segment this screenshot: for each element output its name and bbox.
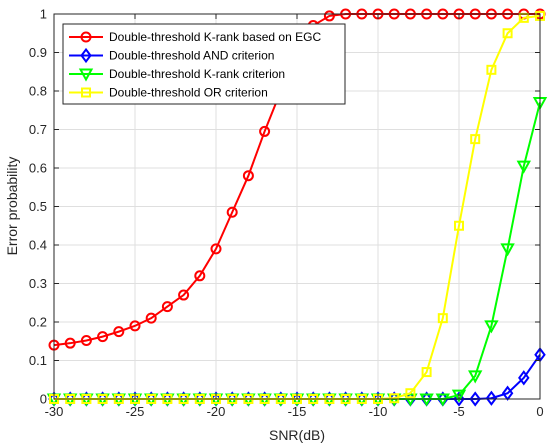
legend-box <box>62 23 346 105</box>
legend-marker <box>78 68 94 82</box>
data-point <box>259 125 271 137</box>
y-axis-label: Error probability <box>4 157 20 256</box>
y-tick-label: 0.1 <box>29 353 47 368</box>
y-tick-label: 0.5 <box>29 199 47 214</box>
data-point <box>437 313 448 324</box>
legend-marker <box>80 31 92 43</box>
y-tick-label: 1 <box>40 7 47 22</box>
data-point <box>210 243 222 255</box>
x-axis-label: SNR(dB) <box>269 427 325 443</box>
data-point <box>485 390 498 406</box>
legend-label: Double-threshold K-rank based on EGC <box>109 30 321 44</box>
data-point <box>484 320 499 334</box>
data-point <box>486 64 497 75</box>
data-point <box>389 393 400 404</box>
data-point <box>178 289 190 301</box>
y-tick-label: 0.3 <box>29 276 47 291</box>
data-point <box>500 243 515 257</box>
x-tick-label: -10 <box>369 404 388 419</box>
data-point <box>468 370 483 384</box>
x-tick-label: -15 <box>288 404 307 419</box>
x-tick-label: -20 <box>207 404 226 419</box>
y-tick-label: 0.8 <box>29 84 47 99</box>
y-tick-label: 0.7 <box>29 122 47 137</box>
y-tick-label: 0.6 <box>29 161 47 176</box>
legend-label: Double-threshold K-rank criterion <box>109 67 285 81</box>
data-point <box>518 370 530 386</box>
y-tick-label: 0 <box>40 392 47 407</box>
x-tick-label: -5 <box>453 404 465 419</box>
legend-label: Double-threshold AND criterion <box>109 49 274 63</box>
data-point <box>242 170 254 182</box>
data-point <box>323 10 335 22</box>
data-point <box>64 337 76 349</box>
x-tick-label: -30 <box>45 404 64 419</box>
legend-label: Double-threshold OR criterion <box>109 86 268 100</box>
legend-marker <box>81 87 91 98</box>
y-tick-label: 0.2 <box>29 315 47 330</box>
x-tick-label: -25 <box>126 404 145 419</box>
x-tick-label: 0 <box>536 404 543 419</box>
data-point <box>470 134 481 145</box>
data-point <box>97 331 109 343</box>
data-point <box>226 206 238 218</box>
data-point <box>129 320 141 332</box>
data-point <box>161 301 173 313</box>
data-point <box>451 389 467 403</box>
y-tick-label: 0.9 <box>29 45 47 60</box>
data-point <box>469 391 481 407</box>
data-point <box>502 28 513 39</box>
data-point <box>194 270 206 282</box>
legend-marker <box>80 47 92 64</box>
data-point <box>405 388 416 399</box>
data-point <box>454 220 464 231</box>
data-point <box>113 326 125 338</box>
data-point <box>80 334 92 346</box>
y-tick-label: 0.4 <box>29 238 47 253</box>
data-point <box>421 367 432 378</box>
legend: Double-threshold K-rank based on EGC Doub… <box>62 23 346 105</box>
data-point <box>145 312 157 324</box>
axis-ticks: -30 -25 -20 -15 -10 -5 0 0 0.1 0.2 0.3 0.4 0.5 0.6 0.7… <box>29 7 544 420</box>
data-point <box>516 160 531 174</box>
